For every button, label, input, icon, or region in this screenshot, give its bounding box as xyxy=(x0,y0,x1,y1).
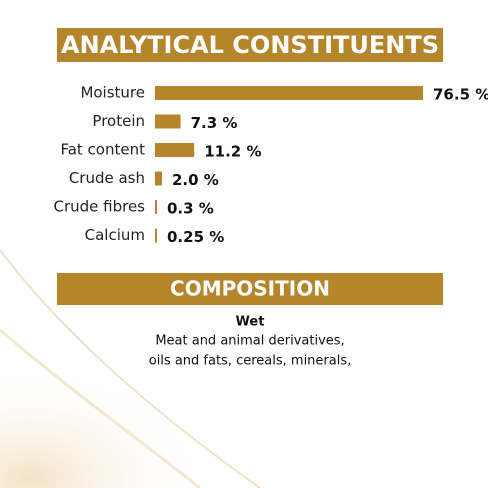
category-label: Fat content xyxy=(60,141,145,159)
category-label: Crude fibres xyxy=(53,198,145,216)
category-label: Crude ash xyxy=(69,169,145,187)
background-curve xyxy=(0,249,261,488)
value-label: 2.0 % xyxy=(172,171,219,189)
bar xyxy=(155,143,195,157)
chart-title: ANALYTICAL CONSTITUENTS xyxy=(61,31,439,59)
category-label: Protein xyxy=(92,112,145,130)
category-label: Calcium xyxy=(85,226,145,244)
bar xyxy=(155,228,157,243)
bar xyxy=(155,86,423,100)
value-label: 11.2 % xyxy=(204,143,261,161)
value-label: 0.25 % xyxy=(167,228,224,246)
composition-band xyxy=(57,273,443,305)
background-swirl xyxy=(0,300,300,488)
composition-subtitle: Wet xyxy=(236,315,265,330)
composition-title: COMPOSITION xyxy=(170,277,330,301)
value-label: 7.3 % xyxy=(191,114,238,132)
category-label: Moisture xyxy=(80,84,145,102)
value-label: 0.3 % xyxy=(167,200,214,218)
header-band xyxy=(57,28,443,62)
bar xyxy=(155,114,181,129)
composition-line: oils and fats, cereals, minerals, xyxy=(149,354,352,369)
bar xyxy=(155,171,163,186)
bar xyxy=(155,200,157,214)
composition-line: Meat and animal derivatives, xyxy=(155,334,344,349)
value-label: 76.5 % xyxy=(433,86,488,104)
background-curve xyxy=(0,328,201,488)
